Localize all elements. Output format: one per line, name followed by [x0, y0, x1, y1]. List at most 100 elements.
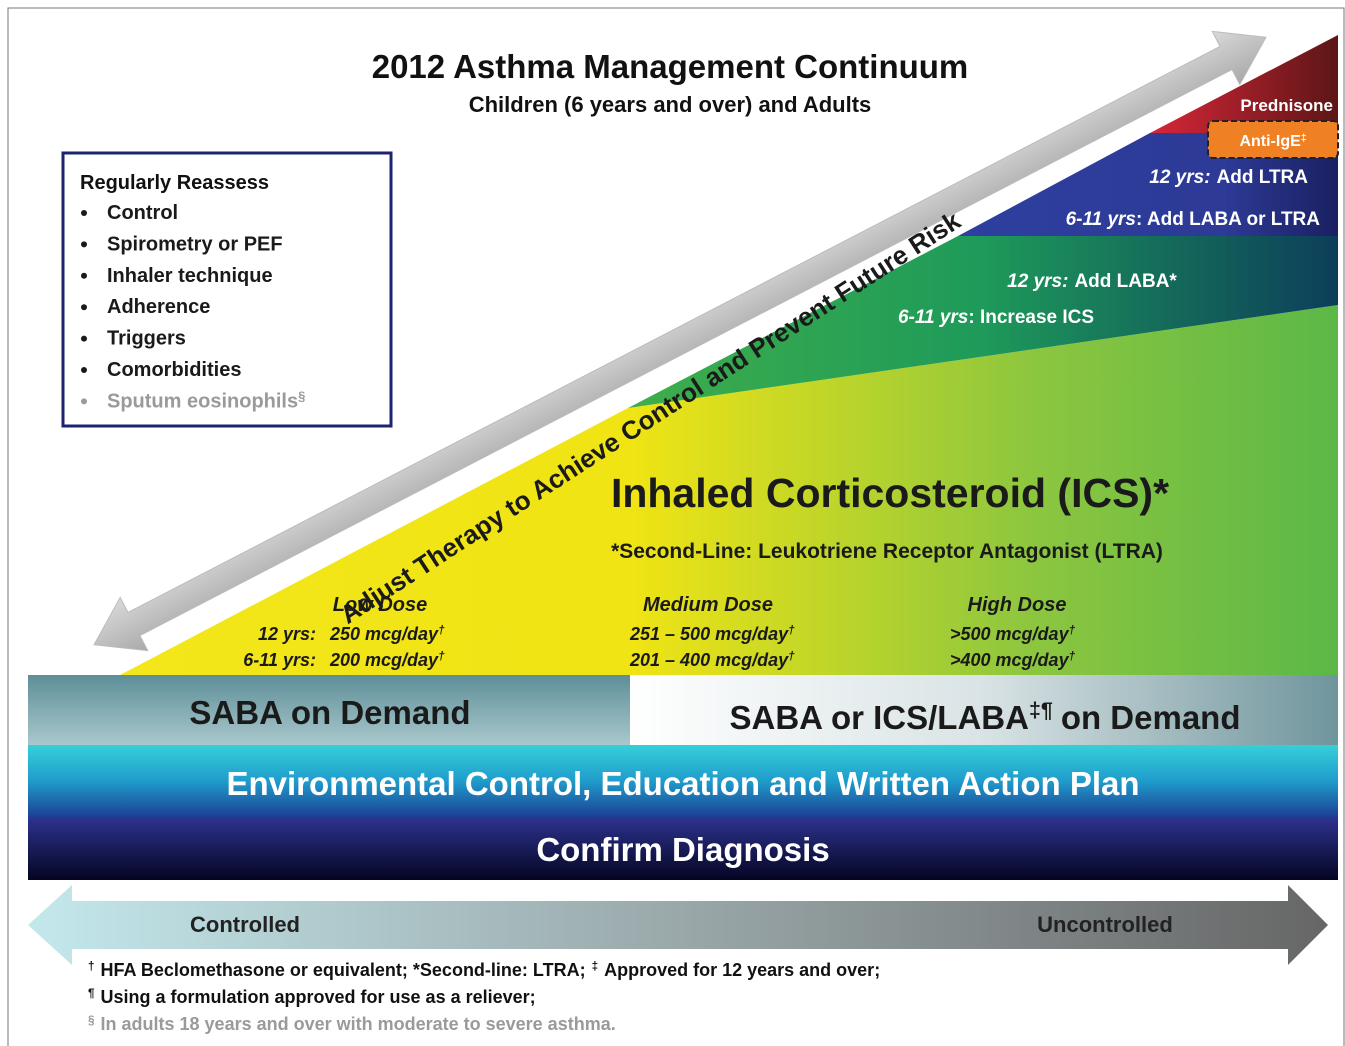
saba-right: SABA or ICS/LABA‡¶ on Demand — [730, 698, 1241, 736]
reassess-item: Inhaler technique — [107, 265, 273, 287]
uncontrolled: Uncontrolled — [1037, 912, 1173, 937]
dose-amount-text: >500 mcg/day — [950, 624, 1070, 644]
reassess-item: Sputum eosinophils§ — [107, 388, 305, 413]
dose-amount-text: 200 mcg/day — [329, 650, 439, 670]
dose-label: Low Dose — [333, 594, 427, 616]
dose-amount: 250 mcg/day† — [329, 624, 445, 645]
age: 12 yrs: — [1149, 167, 1210, 188]
item-text: Control — [107, 202, 178, 224]
dose-amount-text: 250 mcg/day — [329, 624, 439, 644]
dose-mark: † — [438, 650, 445, 663]
anti-ige: Anti-IgE‡ — [1239, 133, 1306, 151]
item-text: Comorbidities — [107, 359, 241, 381]
item-text: Sputum eosinophils — [107, 390, 298, 412]
saba-right-after: on Demand — [1061, 699, 1241, 736]
anti-ige-box — [1207, 120, 1339, 159]
item-text: Triggers — [107, 328, 186, 350]
age: 6-11 yrs — [1066, 209, 1136, 230]
reassess-item: Adherence — [107, 296, 210, 318]
diagnosis-band — [28, 817, 1338, 880]
step-text: Add LABA* — [1074, 271, 1177, 292]
footnote-mark: † — [88, 960, 95, 973]
saba-right-text: SABA or ICS/LABA — [730, 699, 1029, 736]
bullet — [81, 241, 87, 248]
anti-ige-text: Anti-IgE — [1239, 133, 1301, 150]
dose-amount-text: 251 – 500 mcg/day — [629, 624, 789, 644]
add-ltra: 12 yrs: Add LTRA — [1149, 167, 1308, 188]
bullet — [81, 335, 87, 342]
dose-label: High Dose — [968, 594, 1067, 616]
dose-amount-text: >400 mcg/day — [950, 650, 1070, 670]
saba-left: SABA on Demand — [189, 694, 470, 731]
ics-second-line: *Second-Line: Leukotriene Receptor Antag… — [611, 540, 1163, 563]
item-text: Spirometry or PEF — [107, 233, 283, 255]
footnotes: † HFA Beclomethasone or equivalent; *Seco… — [88, 960, 880, 1035]
add-laba-or-ltra: 6-11 yrs: Add LABA or LTRA — [1066, 209, 1321, 230]
dose-mark: † — [1069, 650, 1076, 663]
reassess-item: Comorbidities — [107, 359, 241, 381]
dose-amount: >500 mcg/day† — [950, 624, 1076, 645]
saba-right-mark: ‡¶ — [1029, 698, 1053, 722]
footnote-text: Approved for 12 years and over; — [604, 960, 880, 980]
step-text: : Increase ICS — [968, 307, 1094, 328]
ics-title: Inhaled Corticosteroid (ICS)* — [611, 470, 1169, 516]
bullet — [81, 210, 87, 216]
saba-left-band — [28, 675, 630, 745]
laba-zone — [628, 236, 1338, 408]
dose-mark: † — [788, 624, 795, 637]
reassess-box — [61, 151, 393, 428]
increase-ics: 6-11 yrs: Increase ICS — [898, 307, 1094, 328]
reassess-item: Control — [107, 202, 178, 224]
dose-amount: 251 – 500 mcg/day† — [629, 624, 795, 645]
item-text: Inhaler technique — [107, 265, 273, 287]
reassess-item: Spirometry or PEF — [107, 233, 283, 255]
reassess-heading: Regularly Reassess — [80, 172, 269, 194]
anti-ige-mark: ‡ — [1301, 133, 1307, 144]
frame — [7, 7, 1345, 1046]
prednisone: Prednisone — [1240, 96, 1333, 115]
dose-age: 6-11 yrs: — [243, 650, 316, 670]
item-text: Adherence — [107, 296, 210, 318]
bullet — [81, 367, 87, 373]
footnote: ¶ Using a formulation approved for use as… — [88, 987, 536, 1008]
environmental: Environmental Control, Education and Wri… — [226, 765, 1139, 802]
age: 6-11 yrs — [898, 307, 968, 328]
ics-zone — [120, 305, 1338, 675]
step-text: : Add LABA or LTRA — [1136, 209, 1320, 230]
footnote-mark: ‡ — [592, 960, 599, 973]
footnote-mark: § — [88, 1014, 95, 1027]
saba-right-band — [630, 675, 1338, 745]
bullet — [81, 398, 87, 405]
footnote-text: Using a formulation approved for use as … — [101, 987, 536, 1007]
footnote: † HFA Beclomethasone or equivalent; *Seco… — [88, 960, 880, 981]
dose-amount-text: 201 – 400 mcg/day — [629, 650, 789, 670]
dose-amount: >400 mcg/day† — [950, 650, 1076, 671]
diagnosis: Confirm Diagnosis — [536, 831, 829, 868]
reassess-list: Control Spirometry or PEF Inhaler techniqu… — [81, 202, 305, 412]
footnote: § In adults 18 years and over with modera… — [88, 1014, 616, 1035]
dose-age: 12 yrs: — [258, 624, 316, 644]
reassess-item: Triggers — [107, 328, 186, 350]
dose-mark: † — [1069, 624, 1076, 637]
dose-mark: † — [438, 624, 445, 637]
subtitle: Children (6 years and over) and Adults — [469, 92, 872, 117]
item-mark: § — [298, 388, 305, 403]
add-laba: 12 yrs: Add LABA* — [1007, 271, 1177, 292]
step-text: Add LTRA — [1217, 167, 1309, 188]
bullet — [81, 272, 87, 279]
bullet — [81, 304, 87, 311]
title: 2012 Asthma Management Continuum — [372, 48, 969, 85]
adjust-arrow — [93, 30, 1267, 652]
footnote-mark: ¶ — [88, 987, 95, 1000]
footnote-text: In adults 18 years and over with moderat… — [101, 1014, 616, 1034]
dose-label: Medium Dose — [643, 594, 773, 616]
dose-amount: 200 mcg/day† — [329, 650, 445, 671]
environmental-band — [28, 745, 1338, 817]
dose-amount: 201 – 400 mcg/day† — [629, 650, 795, 671]
control-arrow — [28, 885, 1328, 965]
prednisone-zone — [1150, 35, 1338, 133]
footnote-text: HFA Beclomethasone or equivalent; *Secon… — [101, 960, 586, 980]
